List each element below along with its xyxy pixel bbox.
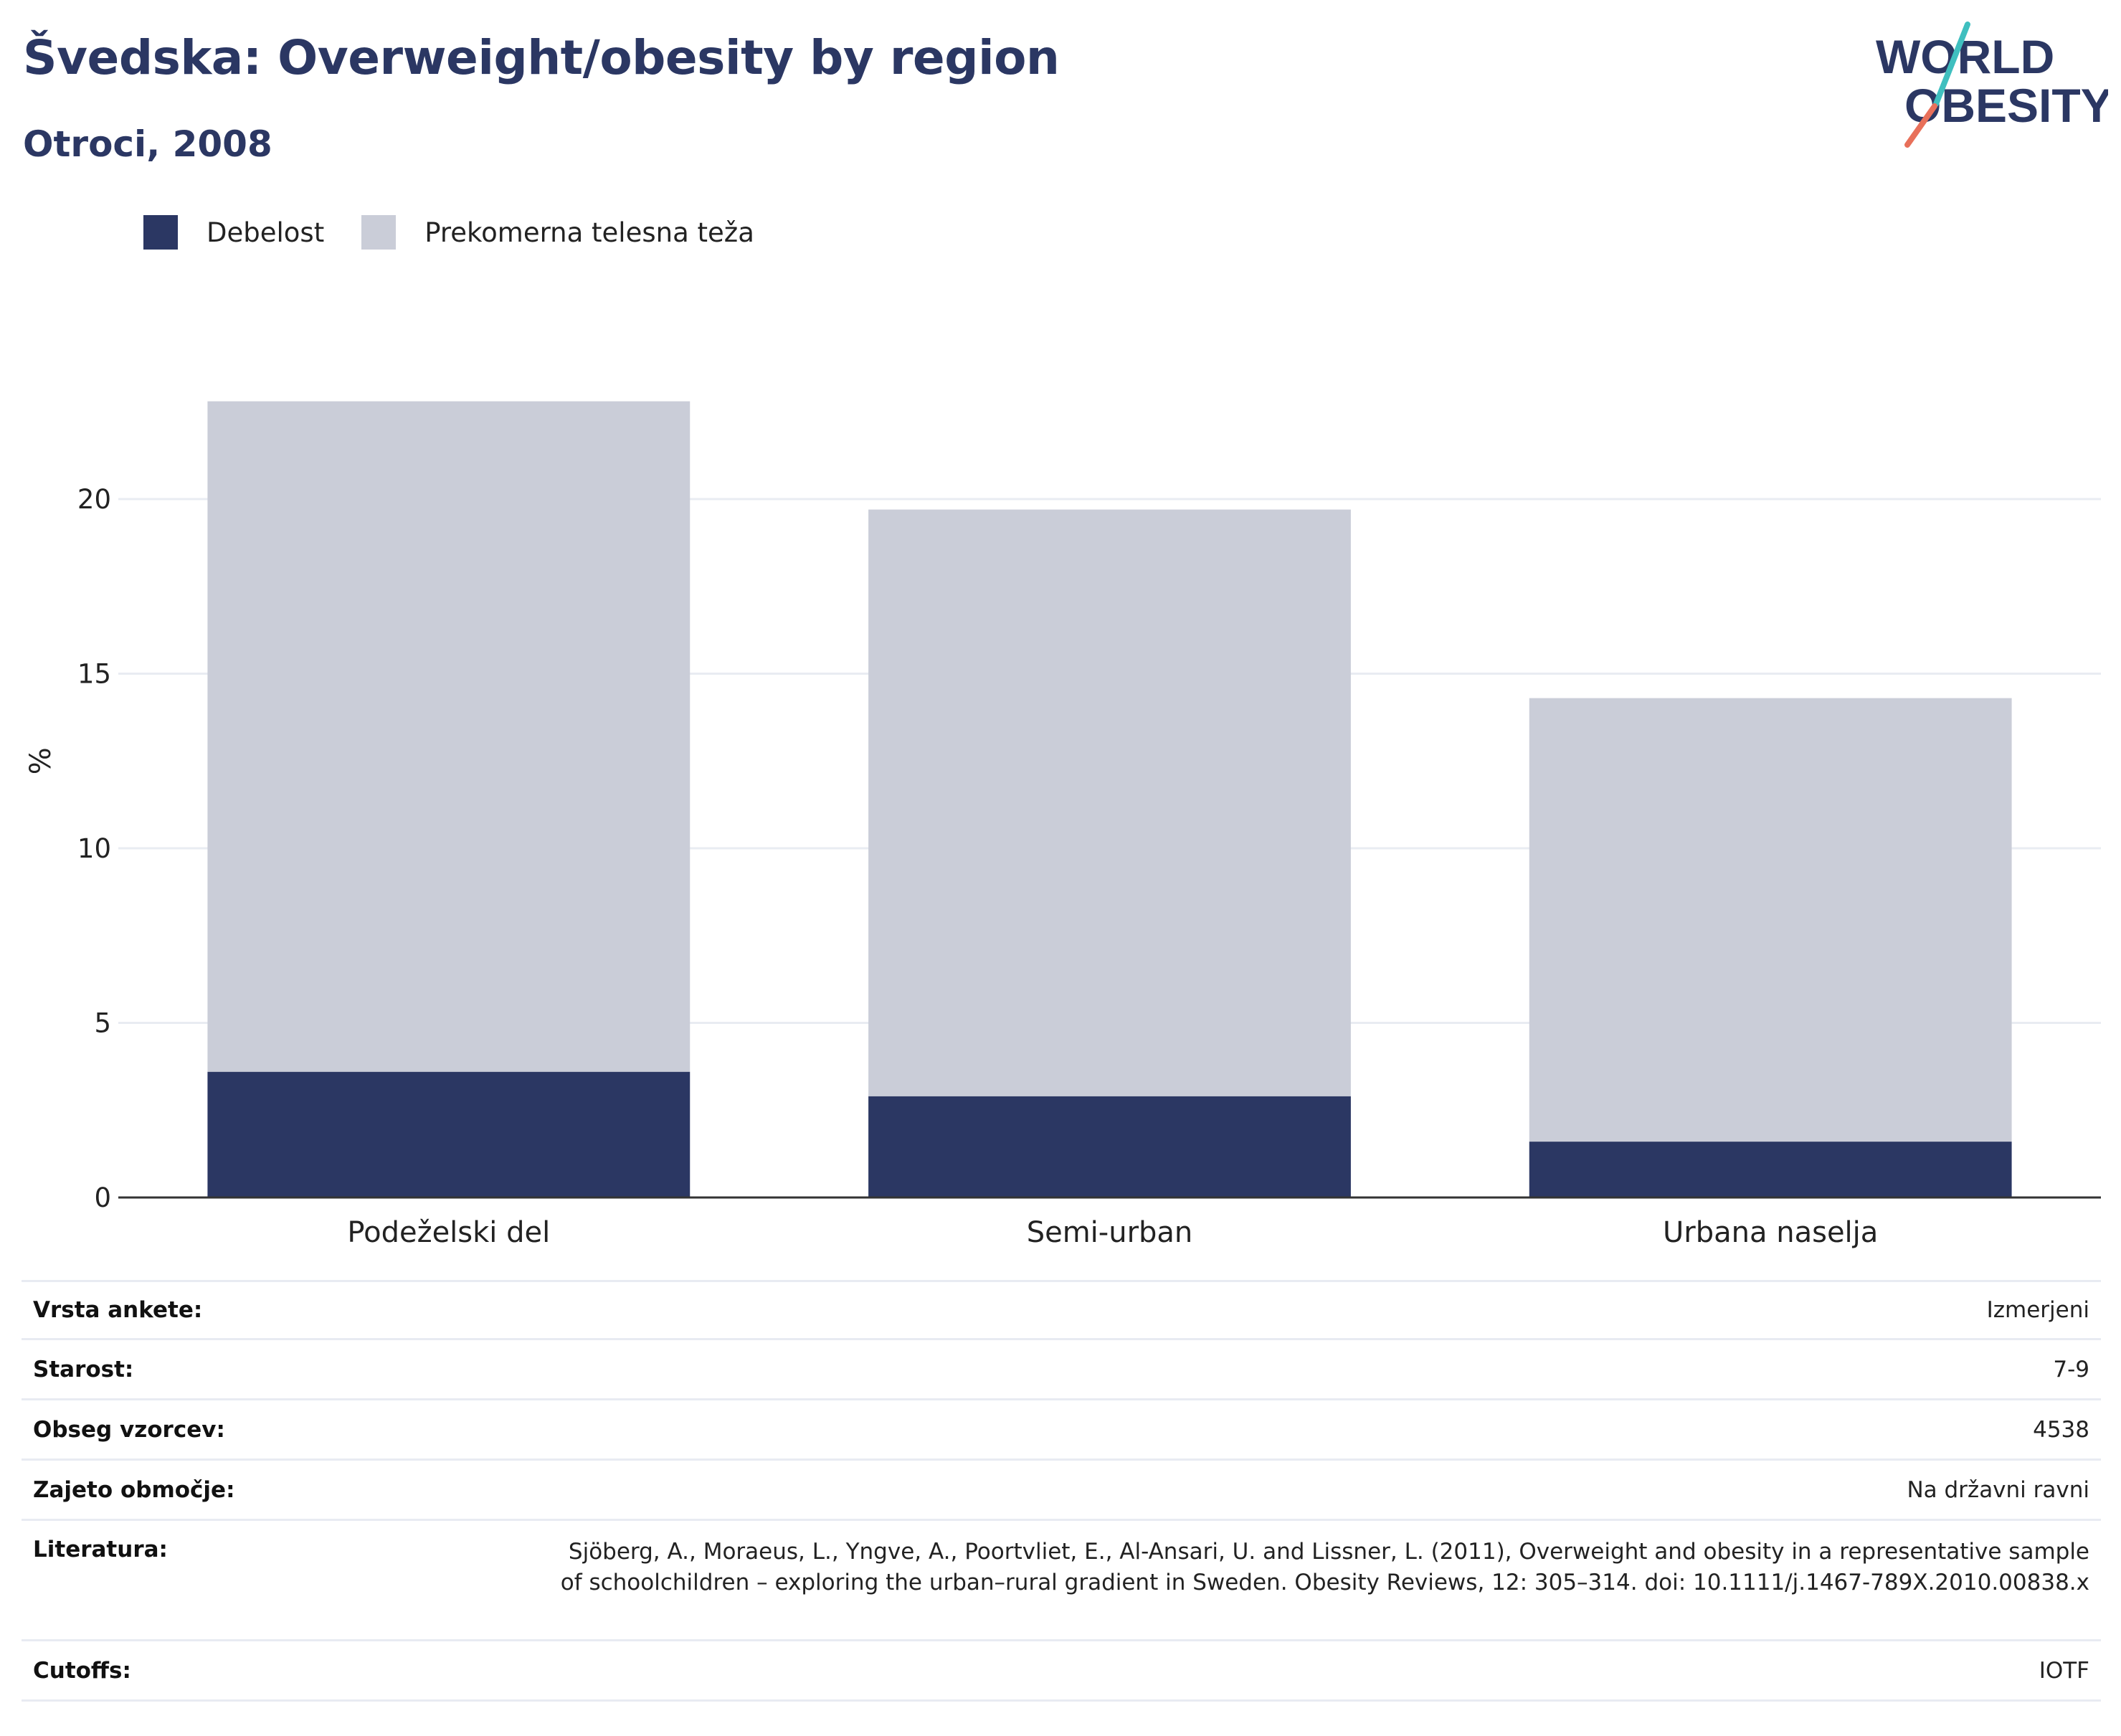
legend-swatch-obesity — [143, 215, 178, 250]
bar-overweight-2 — [868, 509, 1351, 1096]
meta-value: 7-9 — [2053, 1356, 2089, 1382]
x-tick-label: Urbana naselja — [1663, 1216, 1878, 1249]
bar-obesity-2 — [868, 1096, 1351, 1197]
meta-label: Obseg vzorcev: — [33, 1416, 225, 1443]
meta-label: Cutoffs: — [33, 1657, 131, 1684]
logo-slash-teal — [1933, 22, 1970, 107]
meta-label: Vrsta ankete: — [33, 1297, 203, 1323]
meta-row-cutoffs: Cutoffs: IOTF — [22, 1641, 2101, 1702]
x-tick-label: Semi-urban — [1027, 1216, 1193, 1249]
meta-label: Literatura: — [33, 1537, 168, 1562]
y-tick-label: 5 — [94, 1008, 111, 1039]
chart-title: Švedska: Overweight/obesity by region — [23, 30, 1060, 85]
reference-text: Sjöberg, A., Moraeus, L., Yngve, A., Poo… — [560, 1539, 2089, 1595]
legend-label-overweight: Prekomerna telesna teža — [424, 217, 754, 248]
meta-label: Starost: — [33, 1356, 134, 1382]
legend-item-overweight[interactable]: Prekomerna telesna teža — [361, 215, 754, 250]
bar-chart: 0 5 10 15 20% Podeželski del Semi-urban Urbana … — [24, 401, 2101, 1249]
meta-row-survey-type: Vrsta ankete: Izmerjeni — [22, 1280, 2101, 1340]
legend-item-obesity[interactable]: Debelost — [143, 215, 324, 250]
x-tick-label: Podeželski del — [347, 1216, 550, 1249]
logo-slash-coral — [1904, 103, 1937, 148]
meta-value: Na državni ravni — [1907, 1476, 2089, 1503]
y-tick-label: 15 — [77, 659, 111, 690]
legend-swatch-overweight — [361, 215, 397, 250]
meta-value: 4538 — [2033, 1416, 2089, 1443]
bar-obesity-3 — [1529, 1142, 2012, 1197]
legend-label-obesity: Debelost — [207, 217, 325, 248]
bar-overweight-1 — [207, 401, 691, 1072]
meta-value: Izmerjeni — [1986, 1297, 2089, 1323]
meta-row-age: Starost: 7-9 — [22, 1340, 2101, 1400]
y-tick-label: 0 — [94, 1182, 111, 1213]
survey-info-table: Vrsta ankete: Izmerjeni Starost: 7-9 Obs… — [22, 1280, 2101, 1702]
meta-value: IOTF — [2039, 1657, 2089, 1684]
meta-row-references: Literatura: Sjöberg, A., Moraeus, L., Yn… — [22, 1521, 2101, 1641]
y-axis-title: % — [24, 747, 57, 774]
logo-line1: WORLD — [1876, 30, 2054, 83]
meta-label: Zajeto območje: — [33, 1476, 235, 1503]
chart-legend: Debelost Prekomerna telesna teža — [143, 214, 792, 251]
bar-obesity-1 — [207, 1071, 691, 1197]
y-tick-label: 20 — [77, 484, 111, 515]
bar-overweight-3 — [1529, 698, 2012, 1142]
y-tick-label: 10 — [77, 833, 111, 864]
meta-row-sample-size: Obseg vzorcev: 4538 — [22, 1400, 2101, 1461]
world-obesity-logo: WORLD OBESITY — [1876, 22, 2108, 148]
chart-subtitle: Otroci, 2008 — [23, 123, 272, 165]
meta-row-area-covered: Zajeto območje: Na državni ravni — [22, 1461, 2101, 1521]
